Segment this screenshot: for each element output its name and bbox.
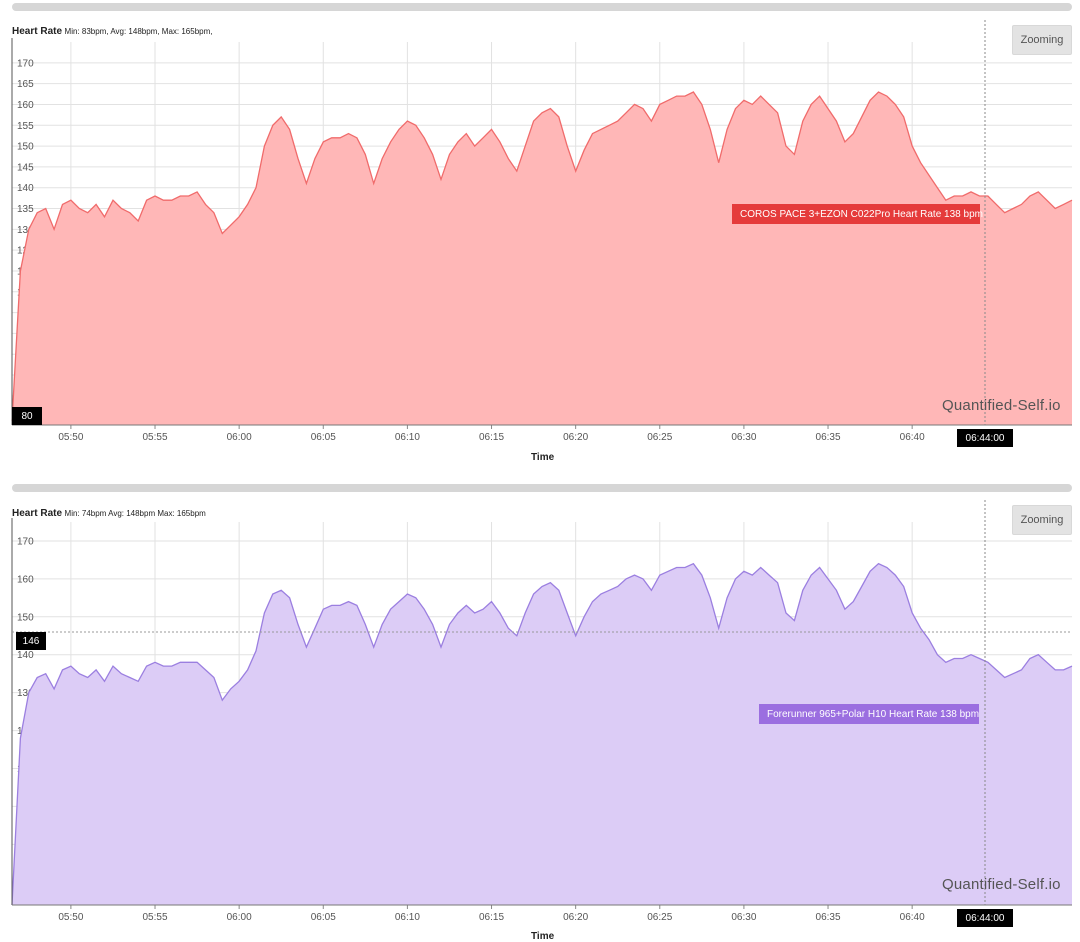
y-tick-label: 145: [17, 162, 34, 173]
x-tick-label: 06:35: [816, 432, 841, 443]
y-cursor-flag: 80: [12, 407, 42, 425]
chart-title-label: Heart Rate: [12, 508, 63, 519]
x-tick-label: 06:05: [311, 912, 336, 923]
x-cursor-flag: 06:44:00: [957, 909, 1013, 927]
x-axis-title: Time: [531, 931, 555, 942]
chart-title: Heart Rate Min: 83bpm, Avg: 148bpm, Max:…: [12, 26, 212, 37]
y-tick-label: 170: [17, 536, 34, 547]
x-tick-label: 06:30: [731, 912, 756, 923]
chart-panel-forerunner: Heart Rate Min: 74bpm Avg: 148bpm Max: 1…: [0, 470, 1080, 942]
y-tick-label: 155: [17, 121, 34, 132]
chart-title-label: Heart Rate: [12, 26, 63, 37]
series-area: [12, 92, 1072, 425]
series-area: [12, 563, 1072, 905]
x-axis-title: Time: [531, 452, 555, 463]
chart-panel-coros: Heart Rate Min: 83bpm, Avg: 148bpm, Max:…: [0, 0, 1080, 470]
series-tooltip: COROS PACE 3+EZON C022Pro Heart Rate 138…: [732, 204, 983, 224]
x-tick-label: 06:25: [647, 912, 672, 923]
y-tick-label: 150: [17, 612, 34, 623]
x-tick-label: 06:10: [395, 912, 420, 923]
zooming-button[interactable]: Zooming: [1012, 25, 1072, 55]
x-tick-label: 06:15: [479, 432, 504, 443]
watermark: Quantified-Self.io: [942, 397, 1061, 414]
heart-rate-chart[interactable]: 809010011012013014015016017005:5005:5506…: [0, 470, 1080, 941]
y-tick-label: 140: [17, 183, 34, 194]
y-tick-label: 135: [17, 204, 34, 215]
y-tick-label: 170: [17, 58, 34, 69]
heart-rate-chart[interactable]: 8590951001051101151201251301351401451501…: [0, 0, 1080, 470]
y-tick-label: 130: [17, 225, 34, 236]
x-tick-label: 06:05: [311, 432, 336, 443]
x-tick-label: 05:55: [143, 432, 168, 443]
y-tick-label: 160: [17, 574, 34, 585]
y-tick-label: 165: [17, 79, 34, 90]
chart-stats: Min: 83bpm, Avg: 148bpm, Max: 165bpm,: [64, 27, 213, 36]
x-tick-label: 06:20: [563, 432, 588, 443]
y-tick-label: 150: [17, 142, 34, 153]
zooming-button[interactable]: Zooming: [1012, 505, 1072, 535]
y-cursor-flag: 146: [16, 632, 46, 650]
x-tick-label: 06:40: [900, 912, 925, 923]
chart-title: Heart Rate Min: 74bpm Avg: 148bpm Max: 1…: [12, 508, 206, 519]
x-cursor-flag: 06:44:00: [957, 429, 1013, 447]
x-tick-label: 06:25: [647, 432, 672, 443]
x-tick-label: 06:00: [227, 912, 252, 923]
series-line: [11, 562, 1073, 906]
y-tick-label: 140: [17, 650, 34, 661]
x-tick-label: 06:35: [816, 912, 841, 923]
x-tick-label: 06:30: [731, 432, 756, 443]
panel-header-bar: [12, 3, 1072, 11]
panel-header-bar: [12, 484, 1072, 492]
x-tick-label: 06:40: [900, 432, 925, 443]
x-tick-label: 06:20: [563, 912, 588, 923]
chart-stats: Min: 74bpm Avg: 148bpm Max: 165bpm: [64, 509, 206, 518]
y-tick-label: 160: [17, 100, 34, 111]
x-tick-label: 06:15: [479, 912, 504, 923]
watermark: Quantified-Self.io: [942, 876, 1061, 893]
y-tick-label: 130: [17, 688, 34, 699]
x-tick-label: 06:00: [227, 432, 252, 443]
series-tooltip: Forerunner 965+Polar H10 Heart Rate 138 …: [759, 704, 979, 724]
x-tick-label: 05:50: [58, 432, 83, 443]
x-tick-label: 05:55: [143, 912, 168, 923]
x-tick-label: 05:50: [58, 912, 83, 923]
series-line: [11, 91, 1073, 421]
x-tick-label: 06:10: [395, 432, 420, 443]
